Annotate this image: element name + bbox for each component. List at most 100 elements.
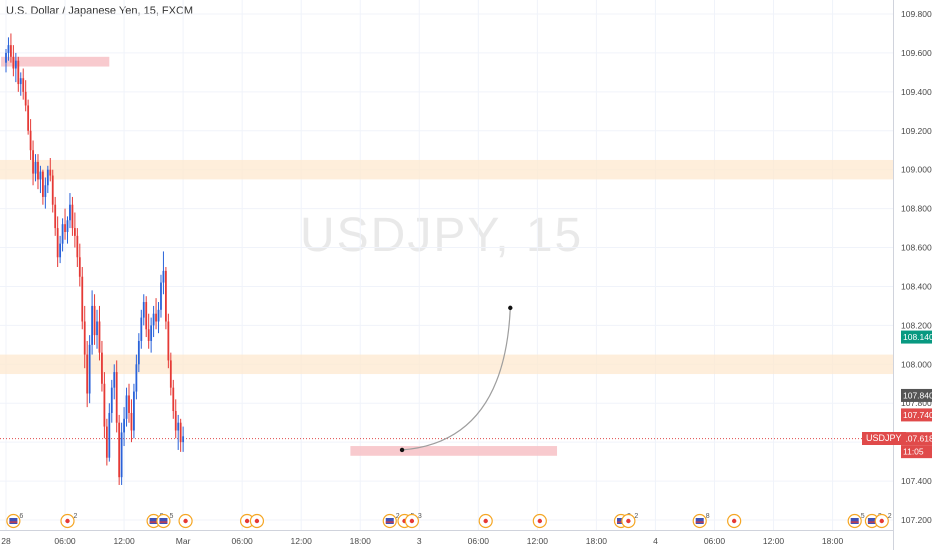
- candle-body: [76, 235, 79, 258]
- candle-body: [142, 302, 145, 318]
- projection-start-point: [399, 447, 405, 453]
- candle-body: [135, 364, 138, 392]
- candle-body: [19, 78, 22, 85]
- candle-body: [110, 387, 113, 413]
- candle-body: [61, 224, 64, 244]
- y-tick-label: 109.800: [901, 9, 932, 19]
- candle-body: [167, 321, 170, 361]
- price-tag-label: 107.618: [903, 434, 932, 444]
- candle-body: [140, 317, 143, 341]
- event-count: 6: [19, 513, 23, 520]
- candle-body: [7, 45, 10, 53]
- candle-body: [56, 228, 59, 258]
- event-dot-icon: [483, 518, 488, 524]
- candle-body: [93, 305, 96, 336]
- price-tag-bg: [901, 445, 932, 459]
- event-count: 2: [396, 513, 400, 520]
- y-tick-label: 109.000: [901, 165, 932, 175]
- flag-icon-stripe: [617, 521, 625, 523]
- projection-end-point: [508, 305, 513, 311]
- candle-body: [169, 360, 172, 388]
- candle-body: [113, 372, 116, 388]
- event-dot-icon: [626, 518, 631, 524]
- event-dot-icon: [183, 518, 188, 524]
- y-tick-label: 109.200: [901, 126, 932, 136]
- candle-body: [137, 340, 140, 365]
- candle-body: [34, 161, 37, 174]
- flag-icon: [617, 518, 625, 524]
- x-tick-label: 06:00: [232, 536, 254, 546]
- event-count: 5: [861, 513, 865, 520]
- candle-body: [130, 412, 133, 431]
- zone-orange: [0, 159, 893, 180]
- flag-icon: [159, 518, 168, 524]
- candle-body: [66, 220, 69, 232]
- candle-body: [86, 354, 89, 394]
- flag-icon: [385, 518, 394, 524]
- candle-body: [24, 91, 27, 106]
- flag-icon-stripe: [850, 521, 859, 523]
- y-tick-label: 108.000: [901, 359, 932, 369]
- x-tick-label: Mar: [176, 536, 191, 546]
- candle-body: [73, 228, 76, 236]
- candle-body: [165, 270, 167, 322]
- y-tick-label: 108.400: [901, 281, 932, 291]
- flag-icon-stripe: [159, 521, 168, 523]
- candle-body: [17, 60, 20, 85]
- candle-body: [32, 150, 34, 174]
- candle-body: [12, 56, 15, 69]
- flag-icon: [9, 518, 18, 524]
- flag-icon: [850, 518, 859, 524]
- candle-body: [59, 243, 62, 258]
- event-dot-icon: [731, 518, 737, 524]
- event-dot-icon: [65, 518, 70, 524]
- flag-icon-stripe: [695, 521, 704, 523]
- candle-body: [5, 52, 7, 63]
- projection-arrow: [402, 307, 511, 451]
- candle-body: [69, 204, 71, 221]
- x-tick-label: 06:00: [704, 536, 726, 546]
- event-count: 8: [706, 513, 710, 520]
- candle-body: [81, 276, 84, 322]
- candle-body: [14, 60, 17, 69]
- candle-body: [64, 224, 66, 232]
- candle-body: [91, 305, 93, 345]
- candle-body: [42, 171, 44, 197]
- price-tag-bg: [901, 408, 932, 422]
- price-tag-bg: [901, 432, 932, 446]
- x-tick-label: 18:00: [586, 536, 608, 546]
- y-tick-label: 107.800: [901, 398, 932, 408]
- candle-body: [152, 313, 155, 326]
- y-tick-label: 109.600: [901, 48, 932, 58]
- flag-icon-stripe: [867, 521, 876, 523]
- candle-body: [155, 313, 157, 322]
- candle-body: [27, 105, 30, 131]
- candle-body: [125, 395, 128, 419]
- candle-body: [123, 418, 125, 433]
- candle-body: [145, 302, 148, 330]
- x-tick-label: 18:00: [350, 536, 372, 546]
- x-tick-label: 12:00: [763, 536, 785, 546]
- candle-body: [120, 432, 123, 478]
- zone-red: [350, 446, 558, 456]
- candle-body: [182, 436, 185, 443]
- candle-body: [118, 422, 121, 478]
- y-tick-label: 107.400: [901, 476, 932, 486]
- event-count: 5: [169, 513, 173, 520]
- candle-body: [49, 169, 52, 176]
- y-tick-label: 109.400: [901, 87, 932, 97]
- candle-body: [128, 395, 130, 413]
- event-dot-icon: [879, 518, 884, 524]
- price-tag-label: 11:05: [903, 447, 924, 457]
- x-tick-label: 4: [653, 536, 658, 546]
- x-tick-label: 12:00: [291, 536, 313, 546]
- candle-body: [108, 412, 111, 458]
- candle-body: [88, 344, 91, 394]
- x-tick-label: 06:00: [54, 536, 76, 546]
- candle-body: [105, 426, 108, 458]
- price-tag-bg: [901, 388, 932, 402]
- candle-body: [133, 391, 135, 431]
- candle-body: [147, 329, 150, 341]
